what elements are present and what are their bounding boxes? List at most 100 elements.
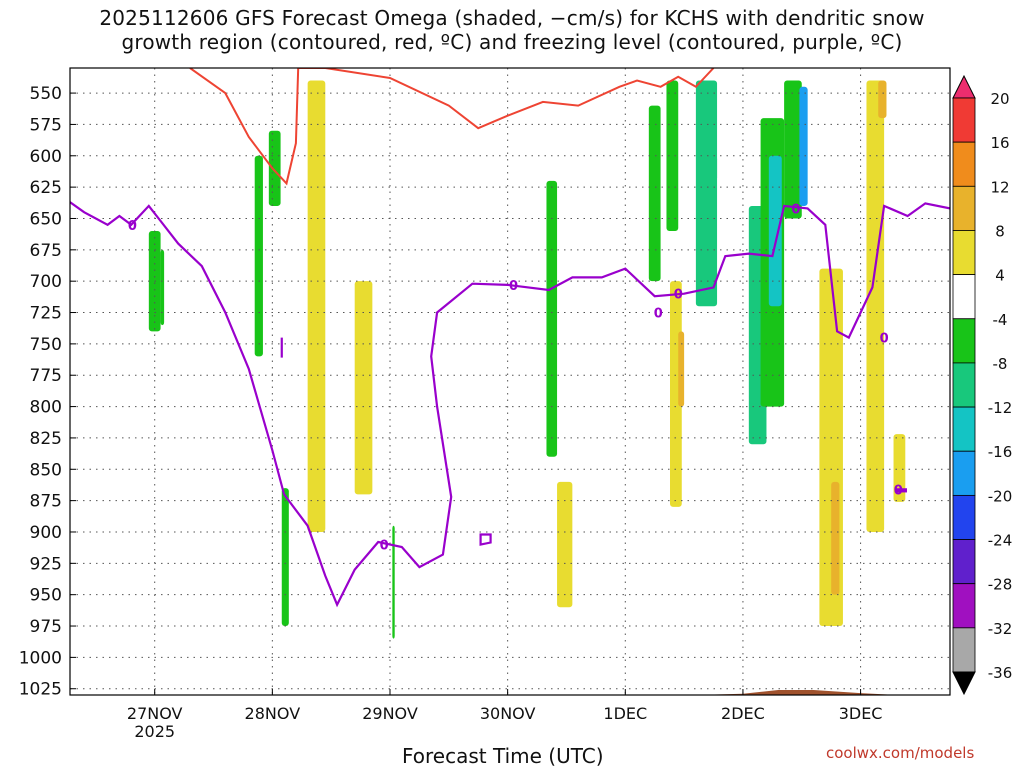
freezing-level-contour <box>70 201 950 608</box>
grid-lines <box>70 68 950 695</box>
x-tick-label-0-line2: 2025 <box>134 722 175 741</box>
omega-region-13 <box>707 155 718 181</box>
y-tick-label-750: 750 <box>30 335 62 355</box>
omega-region-1 <box>160 249 165 326</box>
colorbar-band-5 <box>952 318 976 364</box>
colorbar-label-2: 12 <box>990 178 1009 196</box>
colorbar-label-9: -20 <box>988 487 1013 505</box>
omega-region-11 <box>666 80 679 232</box>
y-tick-label-850: 850 <box>30 460 62 480</box>
omega-region-25 <box>893 434 906 502</box>
y-tick-label-1000: 1000 <box>19 648 62 668</box>
x-axis-label: Forecast Time (UTC) <box>402 744 604 768</box>
freezing-level-isolated-2 <box>894 488 907 493</box>
colorbar-label-4: 4 <box>995 267 1005 285</box>
colorbar-legend: 20 16 12 8 4 -4 -8 -12 -16 -20 -24 -28 -32 -36 <box>952 74 1013 696</box>
colorbar-label-10: -24 <box>988 532 1013 550</box>
freezing-level-isolated-1 <box>479 533 492 546</box>
colorbar-label-6: -8 <box>993 355 1008 373</box>
contour-label-3: 0 <box>674 288 683 303</box>
colorbar-label-3: 8 <box>995 222 1005 240</box>
x-tick-label-6: 3DEC <box>839 704 883 723</box>
omega-region-12 <box>695 80 718 307</box>
omega-region-9 <box>557 481 573 608</box>
omega-shading-layer <box>148 80 906 639</box>
contour-label-6: 0 <box>894 483 903 498</box>
y-tick-label-1025: 1025 <box>19 680 62 700</box>
colorbar-label-7: -12 <box>988 399 1013 417</box>
omega-region-3 <box>254 155 263 357</box>
colorbar-label-5: -4 <box>993 311 1008 329</box>
y-tick-label-925: 925 <box>30 554 62 574</box>
contour-label-0: 0 <box>128 219 137 234</box>
omega-region-8 <box>546 180 558 457</box>
dendritic-growth-contour <box>189 68 715 186</box>
contour-label-1: 0 <box>380 539 389 554</box>
y-tick-label-950: 950 <box>30 586 62 606</box>
contour-label-2: 0 <box>509 279 518 294</box>
omega-region-4 <box>281 488 289 627</box>
omega-region-15 <box>678 331 685 407</box>
y-tick-label-800: 800 <box>30 398 62 418</box>
contour-label-5: 0 <box>880 332 889 347</box>
omega-region-10 <box>648 105 661 282</box>
y-tick-label-550: 550 <box>30 84 62 104</box>
y-tick-label-725: 725 <box>30 304 62 324</box>
y-tick-label-700: 700 <box>30 272 62 292</box>
omega-region-5 <box>392 525 395 639</box>
colorbar-band-6 <box>952 362 976 408</box>
colorbar-label-13: -36 <box>988 664 1013 682</box>
y-tick-label-575: 575 <box>30 115 62 135</box>
colorbar-label-8: -16 <box>988 443 1013 461</box>
colorbar-band-0 <box>952 97 976 143</box>
omega-region-6 <box>307 80 326 532</box>
y-tick-label-875: 875 <box>30 492 62 512</box>
colorbar-band-3 <box>952 230 976 276</box>
colorbar-band-9 <box>952 494 976 540</box>
y-axis: 550 575 600 625 650 675 700 725 750 775 800 825 850 8… <box>19 84 76 700</box>
colorbar-top-arrow <box>952 74 976 99</box>
chart-title-line-1: 2025112606 GFS Forecast Omega (shaded, −… <box>99 6 925 30</box>
colorbar-band-10 <box>952 539 976 585</box>
omega-region-22 <box>831 481 840 595</box>
colorbar-label-0: 20 <box>990 90 1009 108</box>
omega-region-7 <box>354 281 373 495</box>
y-tick-label-625: 625 <box>30 178 62 198</box>
chart-title-line-2: growth region (contoured, red, ºC) and f… <box>121 30 903 54</box>
contour-label-4: 0 <box>791 202 800 217</box>
contour-label-7: 0 <box>654 307 663 322</box>
x-tick-label-3: 30NOV <box>480 704 536 723</box>
colorbar-bottom-arrow <box>952 671 976 696</box>
y-tick-label-975: 975 <box>30 617 62 637</box>
y-tick-label-900: 900 <box>30 523 62 543</box>
omega-region-24 <box>878 80 887 119</box>
omega-region-18 <box>768 155 782 307</box>
colorbar-band-12 <box>952 627 976 673</box>
y-tick-label-600: 600 <box>30 147 62 167</box>
colorbar-band-7 <box>952 406 976 452</box>
x-tick-label-0: 27NOV <box>127 704 183 723</box>
colorbar-label-1: 16 <box>990 134 1009 152</box>
omega-region-19 <box>784 80 802 219</box>
omega-region-20 <box>799 86 808 206</box>
y-tick-label-825: 825 <box>30 429 62 449</box>
x-tick-label-1: 28NOV <box>245 704 301 723</box>
colorbar-band-4 <box>952 274 976 320</box>
credit-text: coolwx.com/models <box>826 744 975 762</box>
colorbar-band-8 <box>952 450 976 496</box>
plot-frame <box>69 67 951 696</box>
omega-region-23 <box>866 80 885 532</box>
colorbar-band-11 <box>952 583 976 629</box>
colorbar-label-11: -28 <box>988 576 1013 594</box>
y-tick-label-675: 675 <box>30 241 62 261</box>
omega-region-2 <box>268 130 281 206</box>
x-tick-label-4: 1DEC <box>603 704 647 723</box>
colorbar-band-1 <box>952 141 976 187</box>
y-tick-label-775: 775 <box>30 366 62 386</box>
x-tick-label-2: 29NOV <box>362 704 418 723</box>
y-tick-label-650: 650 <box>30 209 62 229</box>
colorbar-label-12: -32 <box>988 620 1013 638</box>
